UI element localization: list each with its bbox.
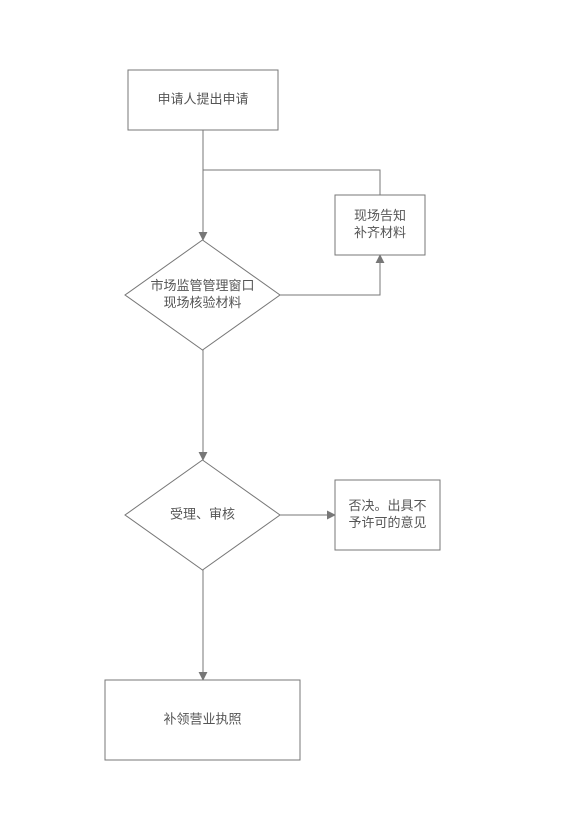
node-n3: 现场告知补齐材料 bbox=[335, 195, 425, 255]
node-n6-label-0: 补领营业执照 bbox=[163, 711, 241, 726]
edge-e2 bbox=[280, 255, 380, 295]
node-n1: 申请人提出申请 bbox=[128, 70, 278, 130]
node-n3-label-0: 现场告知 bbox=[354, 208, 406, 223]
node-n4: 受理、审核 bbox=[125, 460, 280, 570]
node-n5: 否决。出具不予许可的意见 bbox=[335, 480, 440, 550]
node-n1-label-0: 申请人提出申请 bbox=[157, 91, 248, 106]
node-n3-label-1: 补齐材料 bbox=[354, 225, 406, 240]
node-n5-label-1: 予许可的意见 bbox=[348, 515, 426, 530]
edge-e3 bbox=[203, 170, 380, 195]
node-n6: 补领营业执照 bbox=[105, 680, 300, 760]
node-n2-label-1: 现场核验材料 bbox=[163, 295, 241, 310]
node-n5-label-0: 否决。出具不 bbox=[348, 498, 426, 513]
node-n4-label-0: 受理、审核 bbox=[170, 506, 235, 521]
node-n2-label-0: 市场监管管理窗口 bbox=[150, 278, 254, 293]
node-n2: 市场监管管理窗口现场核验材料 bbox=[125, 240, 280, 350]
flowchart-canvas: 申请人提出申请市场监管管理窗口现场核验材料现场告知补齐材料受理、审核否决。出具不… bbox=[0, 0, 567, 824]
